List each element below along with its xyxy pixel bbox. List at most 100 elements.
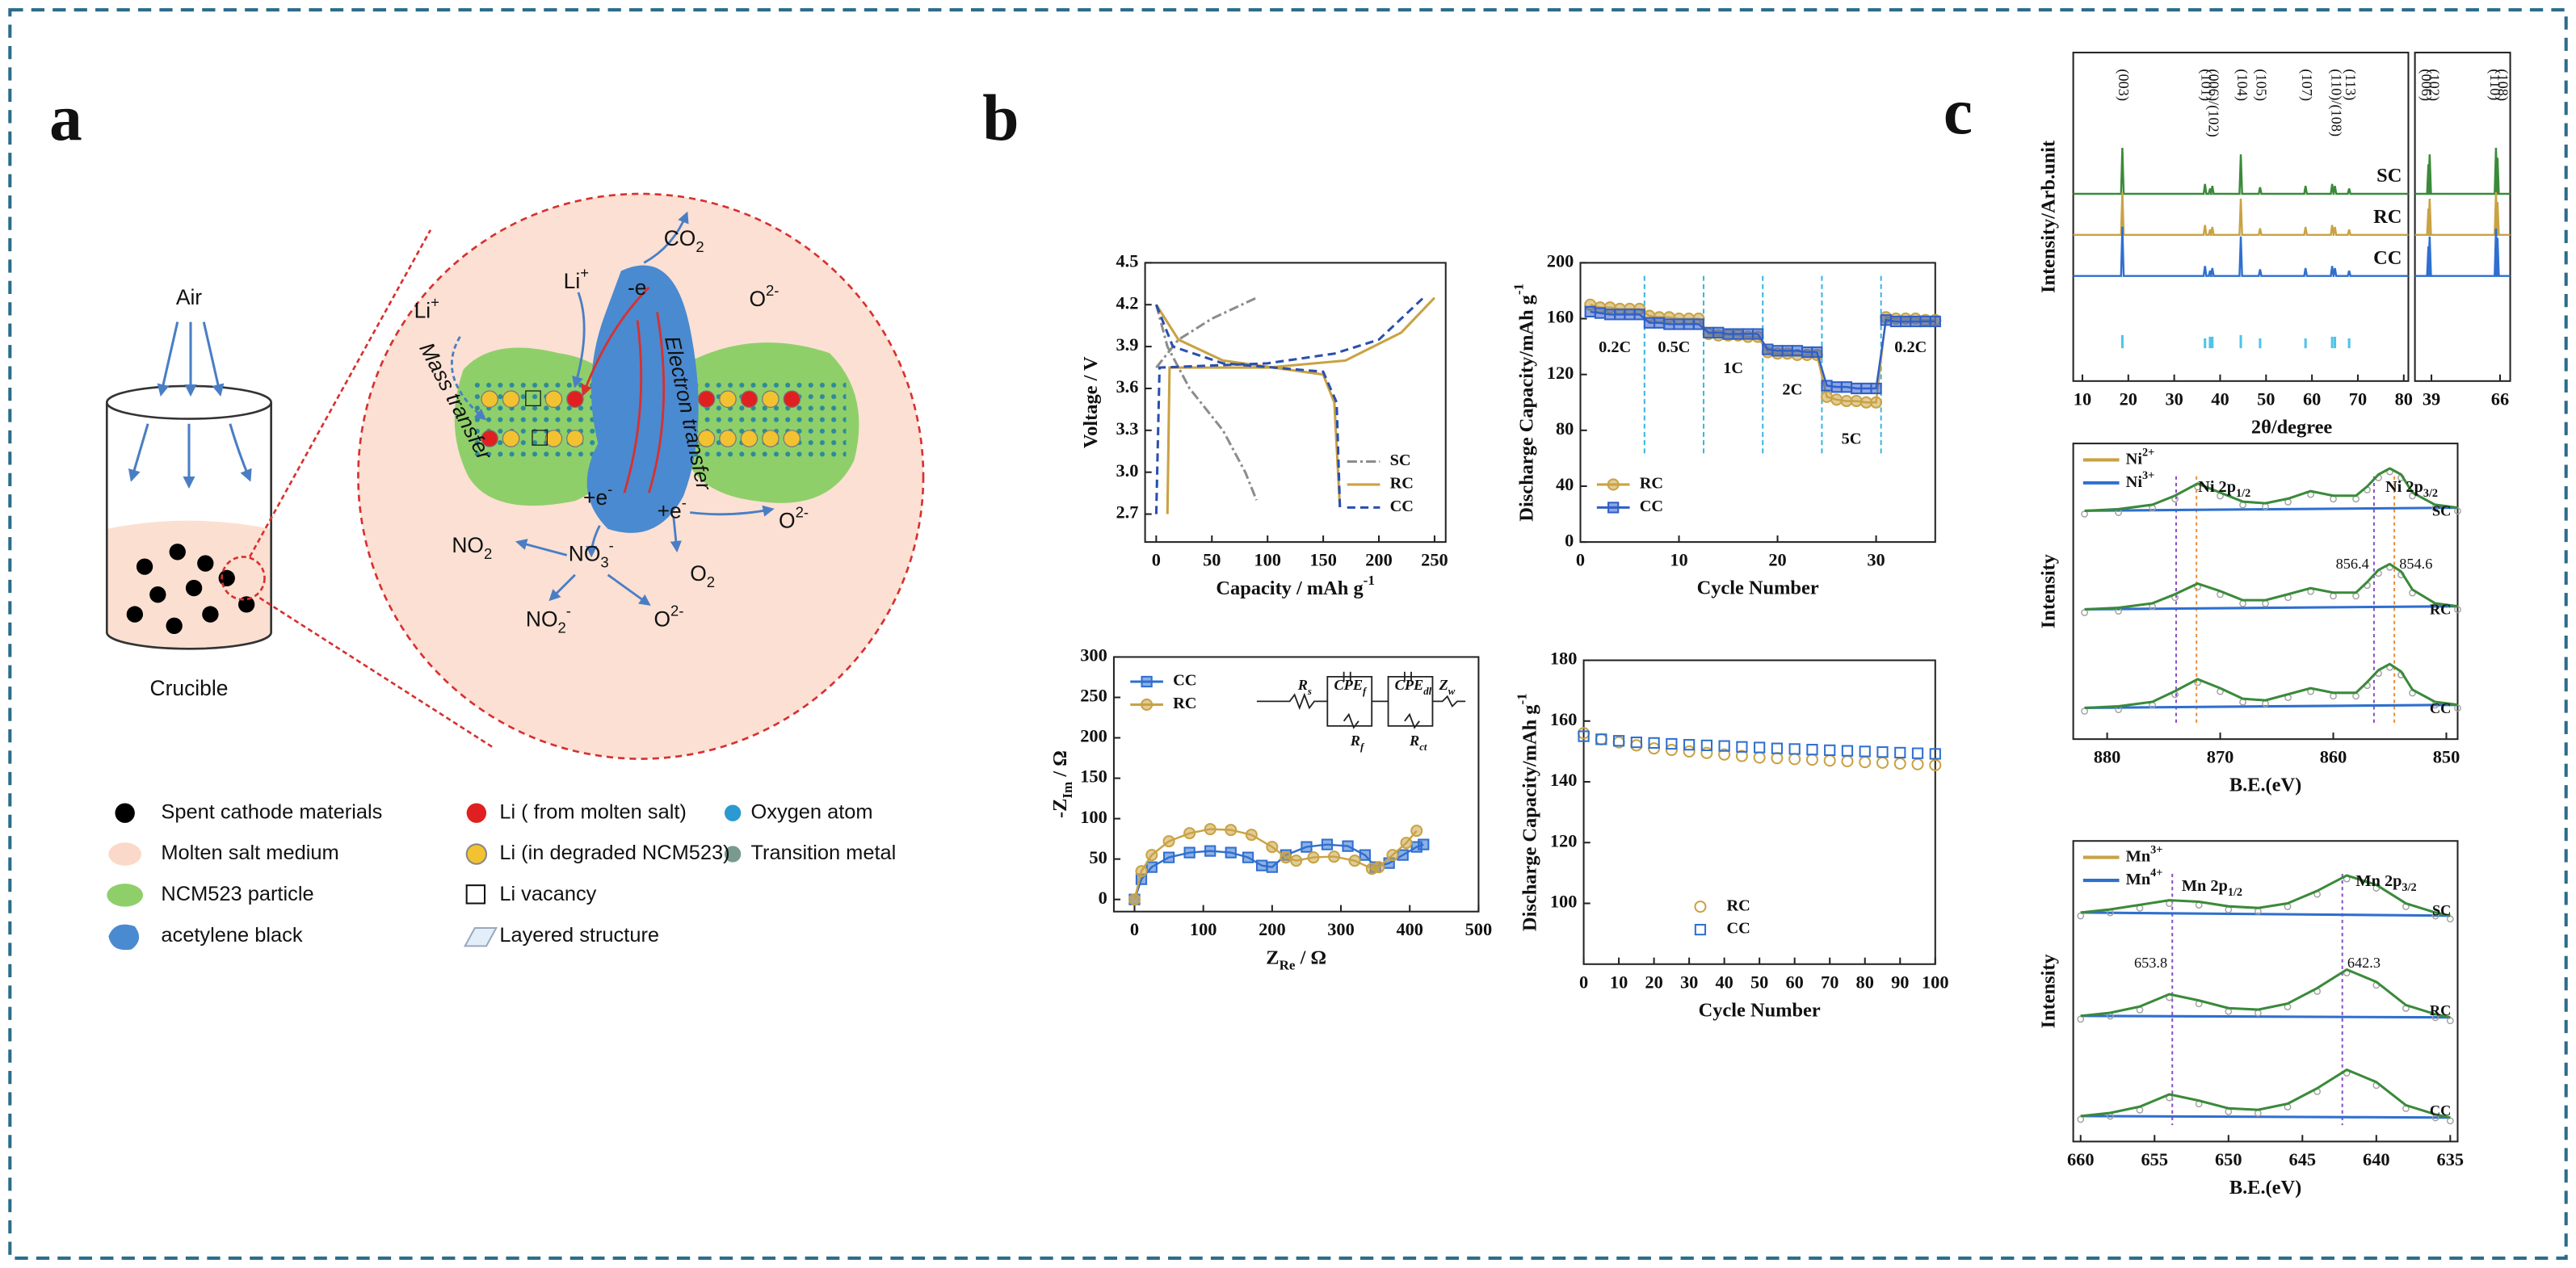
baseline [2084,703,2458,709]
y-tick-label: 2.7 [1116,502,1138,523]
legend-label: RC [1726,896,1750,914]
circuit-label: Zw [1439,677,1456,697]
marker [1806,744,1818,756]
x-tick-label: 10 [1610,972,1628,992]
x-tick-label: 200 [1259,919,1286,939]
annotation: 0.2C [1894,338,1927,356]
marker [1683,739,1696,751]
y-tick-label: 150 [1080,766,1107,787]
legend-text: Li ( from molten salt) [499,800,687,823]
marker [1400,837,1413,850]
marker [1183,827,1196,840]
text-part: ct [1419,741,1427,753]
marker [1266,861,1278,873]
circuit [1256,671,1466,729]
marker [1860,382,1872,395]
marker [1762,343,1774,355]
raw-point [2081,707,2088,715]
text-part: Ni 2p [2198,478,2236,496]
peak-label: Ni 2p1/2 [2198,478,2250,501]
marker [1851,382,1863,395]
marker [1700,739,1713,752]
marker [1801,346,1813,359]
line [1154,296,1425,514]
label: CO2 [664,226,704,255]
text-part: 1/2 [2236,487,2250,500]
y-tick-label: 200 [1080,726,1107,746]
x-axis-label: B.E.(eV) [2229,1177,2301,1199]
marker [1788,743,1801,755]
x-tick-label: 70 [2349,388,2367,409]
raw-point [2255,1109,2262,1117]
raw-point [2262,599,2269,607]
text-part: -1 [1364,573,1375,589]
marker [1683,745,1696,758]
marker [1145,849,1158,862]
x-tick-label: 30 [1680,972,1698,992]
spectrum [2414,147,2511,195]
marker [1718,748,1731,761]
marker [1584,305,1596,318]
marker [1919,315,1931,328]
marker [1204,823,1217,836]
raw-point [2077,912,2085,920]
label: O2- [749,283,779,312]
x-tick-label: 250 [1421,550,1448,570]
marker [1301,841,1313,853]
text-part: 3+ [2150,844,2162,857]
marker [1870,382,1882,395]
legend-label: CC [1390,498,1414,515]
marker [1811,346,1823,359]
text-part: Li [414,298,431,322]
panel-label: a [49,82,82,154]
label: NO2 [452,533,492,562]
text-part: Mn 2p [2182,877,2228,895]
marker [1321,838,1334,850]
y-tick-label: 200 [1547,251,1574,271]
x-tick-label: 30 [2165,388,2183,409]
text-part: -1 [1515,693,1530,704]
x-tick-label: 635 [2437,1149,2465,1169]
x-tick-label: 10 [2074,388,2091,409]
marker [1850,394,1863,408]
x-tick-label: 66 [2491,388,2509,409]
text-part: Im [1060,782,1075,799]
text-part: Z [1439,677,1448,693]
x-tick-label: 100 [1254,550,1281,570]
raw-point [2077,1115,2085,1123]
legend-label: RC [1640,475,1663,493]
x-axis-label: B.E.(eV) [2229,775,2301,796]
marker [1162,835,1175,848]
circuit-label: Rct [1409,733,1427,753]
x-tick-label: 0 [1576,550,1585,570]
x-tick-label: 650 [2215,1149,2242,1169]
peak-label: Ni 2p3/2 [2385,478,2438,501]
x-tick-label: 200 [1365,550,1393,570]
marker [1595,733,1607,745]
x-tick-label: 39 [2423,388,2440,409]
marker [1840,394,1853,408]
peak-label: (006) [2418,69,2435,101]
y-tick-label: 120 [1547,363,1574,383]
x-tick-label: 150 [1309,550,1337,570]
y-tick-label: 50 [1089,847,1107,867]
marker [1633,309,1645,321]
marker [1245,829,1258,842]
x-tick-label: 0 [1579,972,1588,992]
marker [1372,861,1385,874]
zoom-scheme [357,192,925,760]
x-tick-label: 100 [1922,972,1949,992]
raw-point [2081,609,2088,616]
x-tick-label: 80 [2395,388,2413,409]
text-part: 1/2 [2228,886,2242,899]
marker [1603,309,1616,321]
raw-point [2454,606,2461,614]
legend-text: Transition metal [750,842,896,864]
text-part: 3/2 [2423,487,2438,500]
text-part: 2- [796,504,809,521]
marker [1830,381,1843,393]
marker [1348,854,1361,867]
circuit-label: Rs [1297,677,1312,697]
x-tick-label: 10 [1670,550,1687,570]
